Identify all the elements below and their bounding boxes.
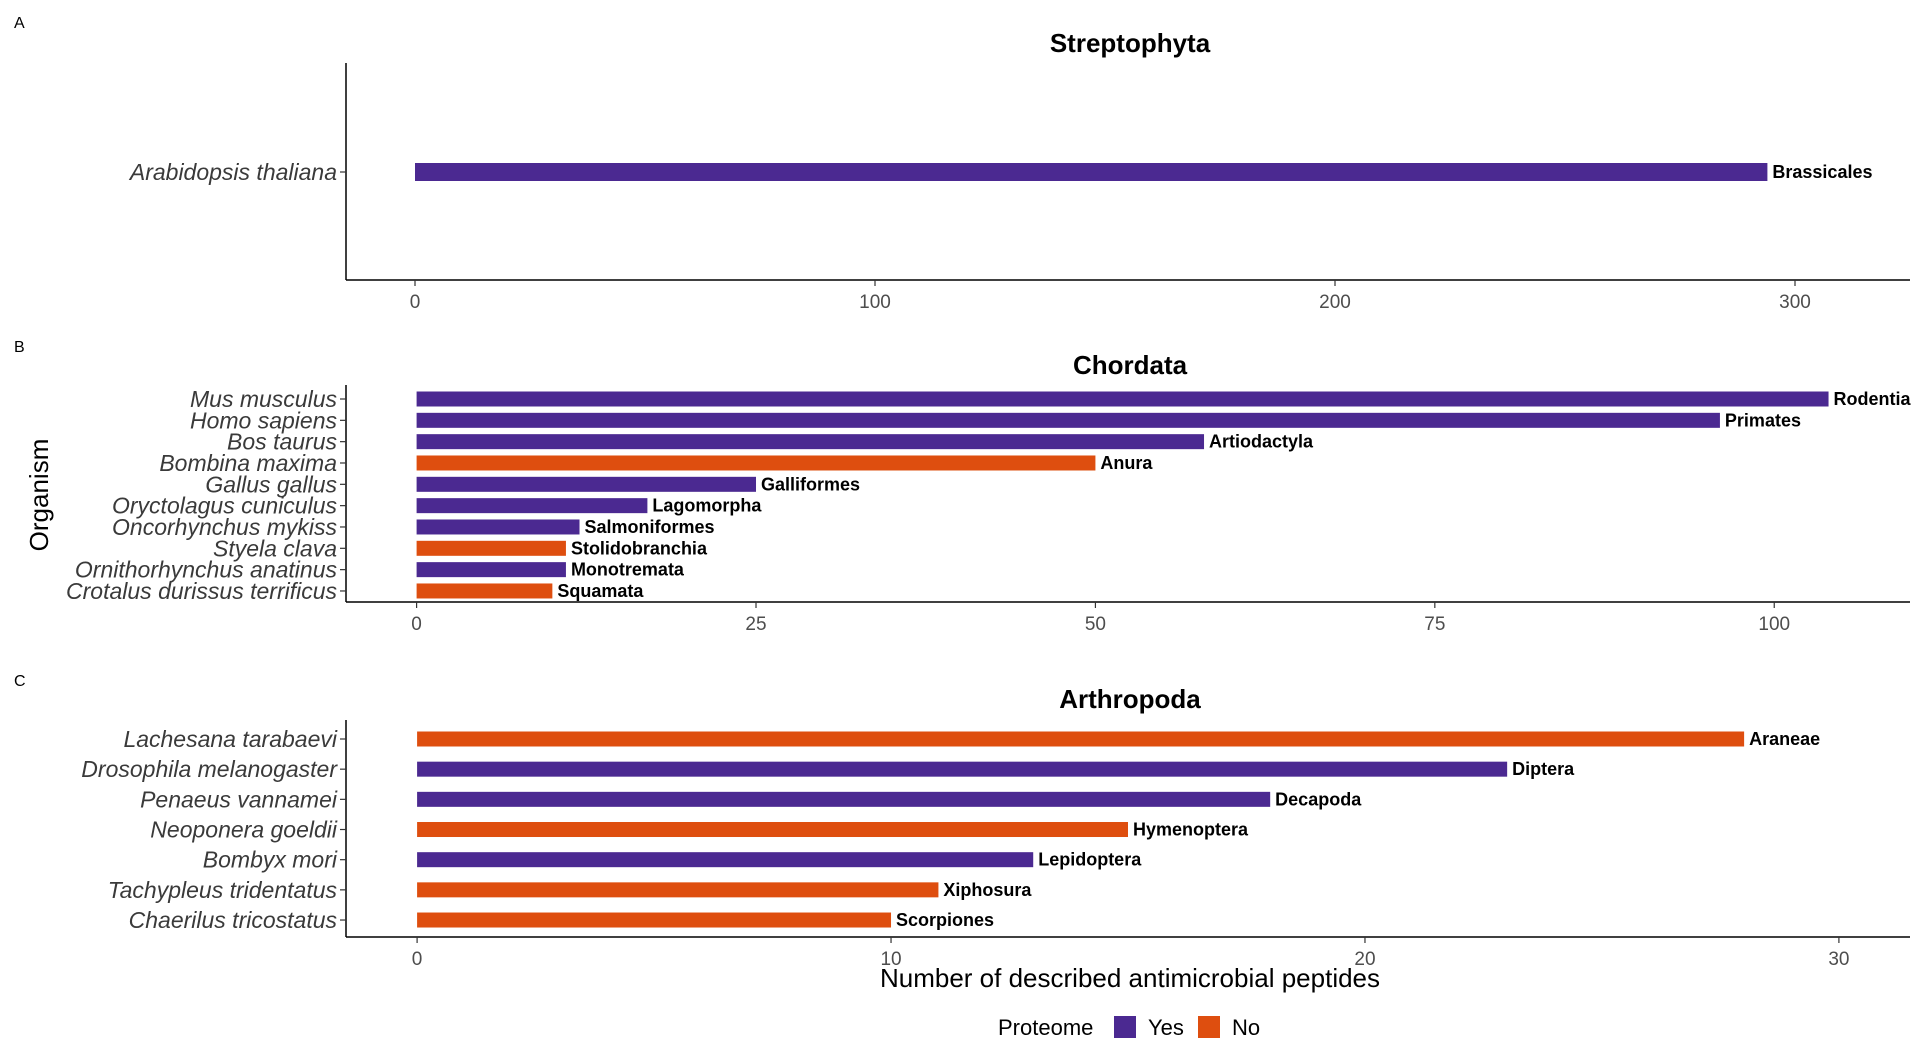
data-label: Anura [1100,453,1153,473]
category-label: Crotalus durissus terrificus [66,578,337,604]
legend-title: Proteome [998,1015,1093,1040]
bar-mus-musculus [416,391,1829,407]
x-tick-label: 75 [1424,614,1445,635]
x-tick-label: 100 [859,292,891,313]
x-tick-label: 10 [880,949,901,970]
category-label: Oryctolagus cuniculus [112,493,337,519]
bar-homo-sapiens [416,412,1720,428]
x-tick-label: 20 [1354,949,1375,970]
category-label: Gallus gallus [205,471,337,497]
bar-crotalus-durissus-terrificus [416,583,553,599]
panel-letter-a: A [14,15,25,32]
category-label: Mus musculus [190,386,337,412]
bar-bombyx-mori [417,852,1034,868]
data-label: Lepidoptera [1038,850,1142,870]
x-tick-label: 0 [412,949,423,970]
bar-oryctolagus-cuniculus [416,498,648,514]
data-label: Decapoda [1275,789,1362,809]
bar-drosophila-melanogaster [417,761,1508,777]
data-label: Galliformes [761,474,860,494]
category-label: Arabidopsis thaliana [128,159,337,185]
x-tick-label: 0 [411,614,422,635]
panel-title-b: Chordata [1073,350,1188,380]
bar-chaerilus-tricostatus [417,912,892,928]
bars-c: Araneae Diptera Decapoda Hymenoptera Lepidop… [417,729,1820,930]
category-label: Bombina maxima [159,450,337,476]
category-label: Ornithorhynchus anatinus [75,557,338,583]
bar-oncorhynchus-mykiss [416,519,580,535]
x-axis-title: Number of described antimicrobial peptid… [880,963,1380,993]
category-label: Styela clava [213,535,337,561]
data-label: Stolidobranchia [571,538,708,558]
legend-label-no: No [1232,1015,1260,1040]
x-tick-label: 25 [745,614,766,635]
legend-swatch-no [1198,1016,1220,1038]
ticks-c: Lachesana tarabaevi Drosophila melanogast… [81,726,1849,970]
bar-ornithorhynchus-anatinus [416,562,566,578]
x-tick-label: 200 [1319,292,1351,313]
data-label: Araneae [1749,729,1820,749]
data-label: Lagomorpha [652,496,762,516]
bars-a: Brassicales [415,162,1872,182]
panel-title-c: Arthropoda [1059,684,1201,714]
x-tick-label: 100 [1758,614,1790,635]
data-label: Brassicales [1772,162,1872,182]
category-label: Oncorhynchus mykiss [112,514,337,540]
bar-bombina-maxima [416,455,1096,471]
panel-chordata: B Chordata Rodentia Primates Artiodactyla A… [14,339,1912,635]
bar-arabidopsis-thaliana [415,163,1768,181]
legend: Proteome Yes No [998,1015,1260,1040]
x-tick-label: 30 [1828,949,1849,970]
panel-streptophyta: A Streptophyta Brassicales Arabidopsis t… [14,15,1910,313]
ticks-a: Arabidopsis thaliana 0 100 200 300 [128,159,1811,313]
category-label: Neoponera goeldii [150,817,338,843]
bars-b: Rodentia Primates Artiodactyla Anura Gallifo… [416,389,1912,601]
legend-label-yes: Yes [1148,1015,1184,1040]
data-label: Salmoniformes [585,517,715,537]
panel-title-a: Streptophyta [1050,28,1211,58]
category-label: Chaerilus tricostatus [129,907,338,933]
panel-arthropoda: C Arthropoda Araneae Diptera Decapoda Hymen… [14,673,1910,970]
data-label: Xiphosura [943,880,1032,900]
data-label: Squamata [557,581,644,601]
bar-styela-clava [416,540,566,556]
category-label: Bos taurus [227,429,337,455]
data-label: Monotremata [571,560,685,580]
data-label: Rodentia [1834,389,1912,409]
bar-gallus-gallus [416,476,757,492]
data-label: Hymenoptera [1133,820,1249,840]
category-label: Penaeus vannamei [140,786,338,812]
data-label: Artiodactyla [1209,432,1314,452]
data-label: Primates [1725,410,1801,430]
x-tick-label: 0 [410,292,421,313]
category-label: Bombyx mori [203,847,338,873]
category-label: Homo sapiens [190,407,338,433]
bar-penaeus-vannamei [417,791,1271,807]
x-tick-label: 50 [1085,614,1106,635]
category-label: Lachesana tarabaevi [123,726,337,752]
panel-letter-c: C [14,673,26,690]
category-label: Drosophila melanogaster [81,756,338,782]
bar-neoponera-goeldii [417,822,1128,838]
y-axis-title: Organism [24,439,54,552]
panel-letter-b: B [14,339,25,356]
data-label: Scorpiones [896,910,994,930]
bar-bos-taurus [416,434,1205,450]
bar-tachypleus-tridentatus [417,882,939,898]
legend-swatch-yes [1114,1016,1136,1038]
x-tick-label: 300 [1779,292,1811,313]
category-label: Tachypleus tridentatus [108,877,338,903]
bar-lachesana-tarabaevi [417,731,1745,747]
data-label: Diptera [1512,759,1575,779]
